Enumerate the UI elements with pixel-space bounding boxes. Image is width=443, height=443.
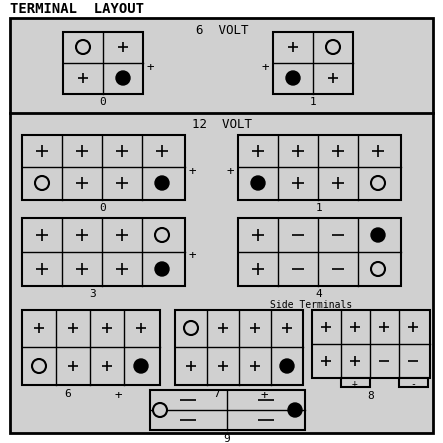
Circle shape <box>32 359 46 373</box>
Text: +: + <box>352 379 358 389</box>
Bar <box>22 218 185 286</box>
Text: 1: 1 <box>315 203 323 213</box>
Text: TERMINAL  LAYOUT: TERMINAL LAYOUT <box>10 2 144 16</box>
Bar <box>238 218 401 286</box>
Bar <box>341 378 370 387</box>
Text: +: + <box>147 61 155 74</box>
Text: 0: 0 <box>100 97 106 107</box>
Bar <box>273 32 353 94</box>
Text: +: + <box>189 249 197 263</box>
Text: Side Terminals: Side Terminals <box>270 300 352 310</box>
Circle shape <box>35 176 49 190</box>
Text: 9: 9 <box>224 434 230 443</box>
Circle shape <box>286 71 300 85</box>
Text: 6: 6 <box>65 389 71 399</box>
Circle shape <box>184 321 198 335</box>
Text: 4: 4 <box>315 289 323 299</box>
Text: 6  VOLT: 6 VOLT <box>196 24 248 37</box>
Bar <box>22 310 160 385</box>
Bar <box>175 310 303 385</box>
Bar <box>238 135 401 200</box>
Text: 3: 3 <box>89 289 97 299</box>
Text: +: + <box>261 61 269 74</box>
Text: -: - <box>410 379 416 389</box>
Bar <box>399 378 428 387</box>
Circle shape <box>371 228 385 242</box>
Text: +: + <box>226 164 234 178</box>
Bar <box>63 32 143 94</box>
Circle shape <box>155 228 169 242</box>
Circle shape <box>288 403 302 417</box>
Bar <box>150 390 305 430</box>
Bar <box>312 310 430 378</box>
Bar <box>22 135 185 200</box>
Circle shape <box>116 71 130 85</box>
Circle shape <box>153 403 167 417</box>
Text: +: + <box>260 389 268 402</box>
Circle shape <box>280 359 294 373</box>
Text: 7: 7 <box>214 389 220 399</box>
Text: 0: 0 <box>100 203 106 213</box>
Circle shape <box>371 176 385 190</box>
Text: +: + <box>114 389 122 402</box>
Text: 8: 8 <box>368 391 374 401</box>
Circle shape <box>371 262 385 276</box>
Circle shape <box>155 176 169 190</box>
Circle shape <box>155 262 169 276</box>
Text: 12  VOLT: 12 VOLT <box>192 118 252 131</box>
Circle shape <box>76 40 90 54</box>
Circle shape <box>326 40 340 54</box>
Circle shape <box>134 359 148 373</box>
Text: +: + <box>189 164 197 178</box>
Circle shape <box>251 176 265 190</box>
Text: 1: 1 <box>310 97 316 107</box>
